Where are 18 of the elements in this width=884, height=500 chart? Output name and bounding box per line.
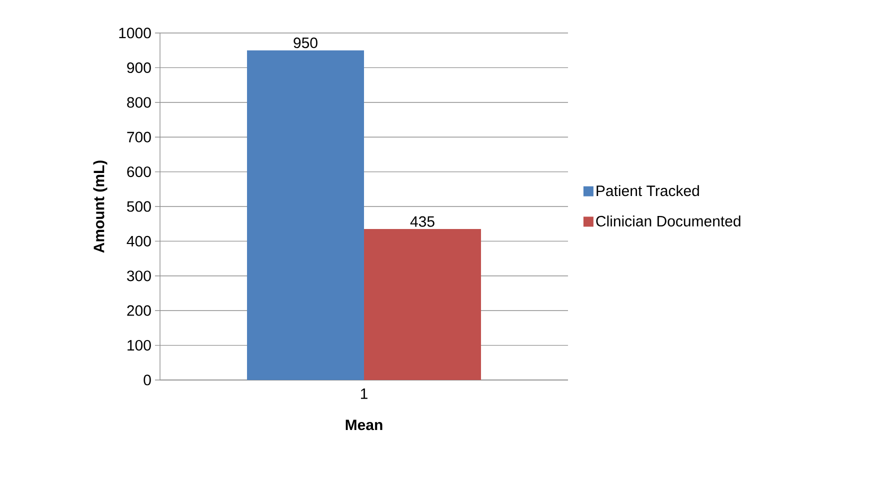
y-axis-title: Amount (mL) [93, 160, 108, 253]
y-tick-label: 300 [127, 270, 151, 282]
legend-label: Clinician Documented [596, 215, 740, 226]
y-tick-label: 200 [127, 305, 151, 316]
legend-label: Patient Tracked [596, 185, 699, 196]
data-label: 950 [294, 38, 318, 48]
y-tick-label: 500 [127, 201, 151, 212]
y-tick-label: 900 [127, 62, 151, 73]
y-tick-label: 700 [127, 132, 151, 142]
x-axis-title: Mean [346, 420, 382, 430]
y-tick-label: 0 [144, 374, 151, 386]
x-tick-label: 1 [360, 388, 368, 399]
y-tick-label: 400 [126, 236, 151, 246]
y-tick-label: 100 [128, 340, 151, 351]
y-tick-label: 800 [127, 97, 151, 108]
y-tick-label: 1000 [119, 28, 151, 38]
data-label: 435 [410, 216, 434, 227]
y-tick-label: 600 [127, 166, 151, 178]
